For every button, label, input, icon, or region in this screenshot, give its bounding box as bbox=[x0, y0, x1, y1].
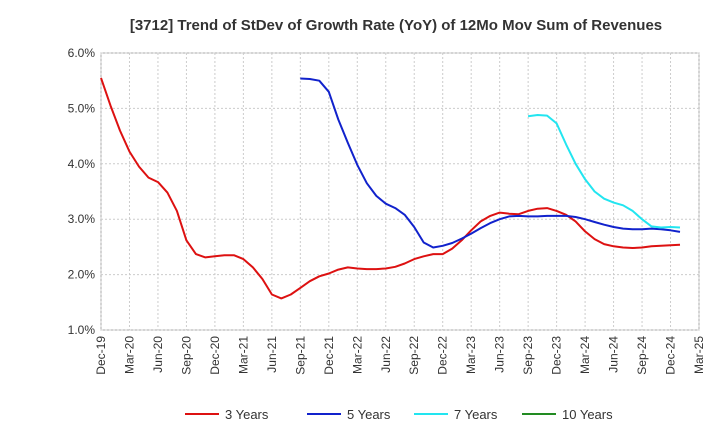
x-tick-label: Dec-22 bbox=[436, 336, 450, 375]
x-tick-label: Sep-20 bbox=[179, 336, 193, 375]
legend-label: 7 Years bbox=[454, 407, 498, 422]
series-line-3-years bbox=[100, 77, 681, 300]
plot-area bbox=[100, 52, 700, 331]
y-tick-label: 6.0% bbox=[68, 46, 96, 60]
x-tick-label: Jun-22 bbox=[379, 336, 393, 373]
x-tick-label: Dec-20 bbox=[208, 336, 222, 375]
x-tick-label: Jun-21 bbox=[265, 336, 279, 373]
y-tick-label: 3.0% bbox=[68, 212, 96, 226]
x-tick-label: Mar-21 bbox=[236, 336, 250, 374]
x-tick-label: Sep-23 bbox=[521, 336, 535, 375]
legend-label: 10 Years bbox=[562, 407, 613, 422]
x-tick-label: Sep-22 bbox=[407, 336, 421, 375]
y-tick-label: 5.0% bbox=[68, 101, 96, 115]
x-tick-label: Mar-20 bbox=[122, 336, 136, 374]
x-tick-label: Dec-23 bbox=[550, 336, 564, 375]
y-tick-label: 4.0% bbox=[68, 157, 96, 171]
x-tick-label: Jun-23 bbox=[493, 336, 507, 373]
x-tick-label: Sep-21 bbox=[293, 336, 307, 375]
x-axis-ticks: Dec-19 Mar-20 Jun-20 Sep-20 Dec-20 Mar-21 Jun-… bbox=[94, 336, 706, 375]
x-tick-label: Jun-20 bbox=[151, 336, 165, 373]
x-tick-label: Mar-25 bbox=[692, 336, 706, 374]
legend-label: 5 Years bbox=[347, 407, 391, 422]
y-axis-ticks: 1.0% 2.0% 3.0% 4.0% 5.0% 6.0% bbox=[68, 46, 96, 337]
x-tick-label: Dec-21 bbox=[322, 336, 336, 375]
x-tick-label: Jun-24 bbox=[607, 336, 621, 373]
x-tick-label: Mar-24 bbox=[578, 336, 592, 374]
chart-title: [3712] Trend of StDev of Growth Rate (Yo… bbox=[130, 17, 662, 34]
legend-label: 3 Years bbox=[225, 407, 269, 422]
x-tick-label: Sep-24 bbox=[635, 336, 649, 375]
x-tick-label: Dec-24 bbox=[664, 336, 678, 375]
x-tick-label: Dec-19 bbox=[94, 336, 108, 375]
y-tick-label: 2.0% bbox=[68, 268, 96, 282]
y-tick-label: 1.0% bbox=[68, 323, 96, 337]
series-line-7-years bbox=[527, 114, 681, 229]
legend: 3 Years 5 Years 7 Years 10 Years bbox=[185, 407, 613, 422]
series-line-5-years bbox=[300, 77, 681, 249]
x-tick-label: Mar-23 bbox=[464, 336, 478, 374]
series-layer bbox=[100, 77, 681, 300]
x-tick-label: Mar-22 bbox=[350, 336, 364, 374]
